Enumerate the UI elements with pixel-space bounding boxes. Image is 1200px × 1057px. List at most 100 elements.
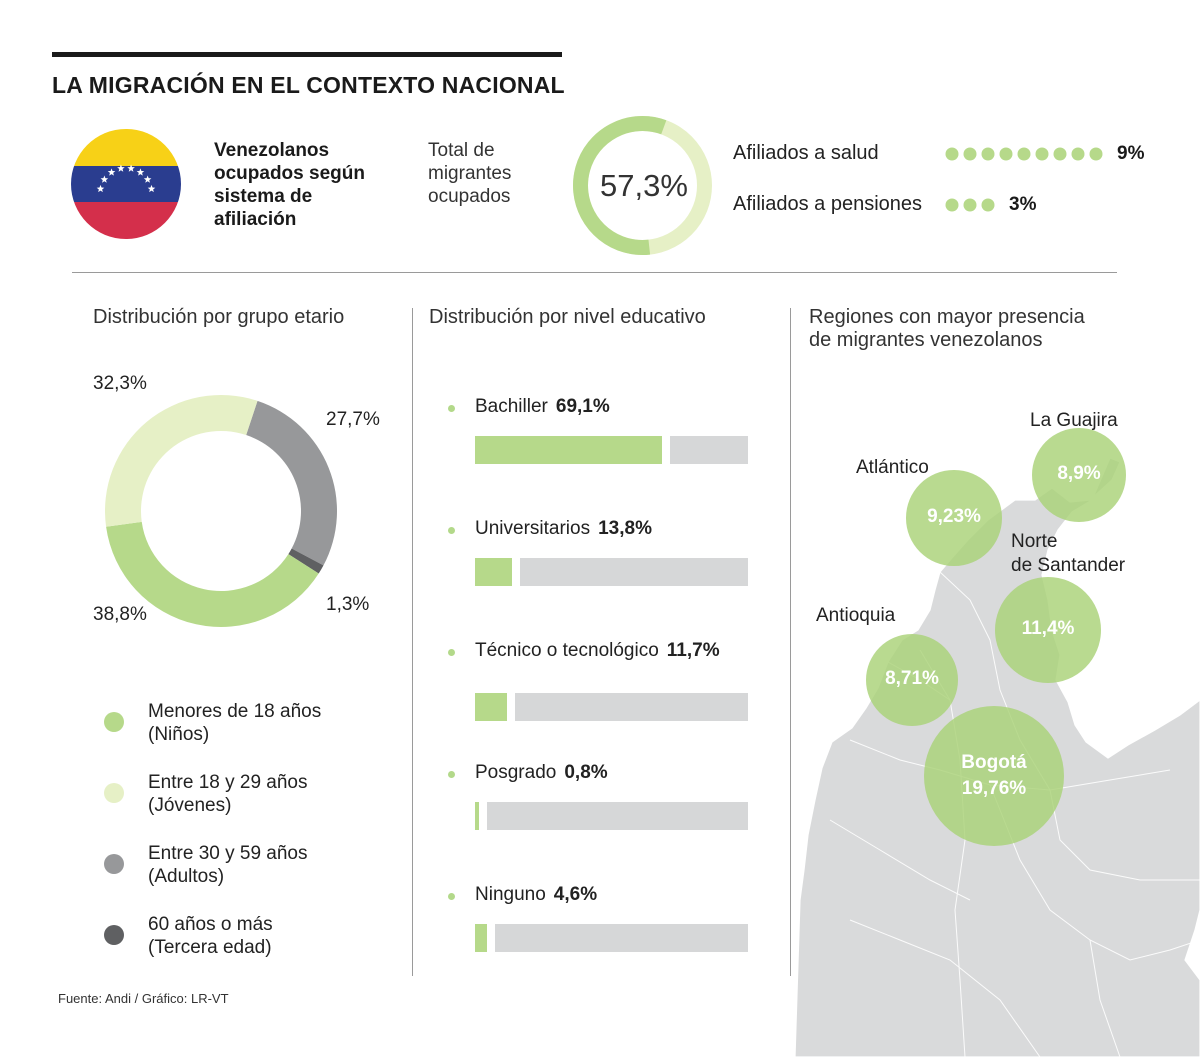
age-slice-tercera [288, 548, 324, 574]
region-bubble [994, 576, 1102, 684]
education-bar-track [520, 558, 748, 586]
pensiones-label: Afiliados a pensiones [733, 193, 923, 215]
source-note: Fuente: Andi / Gráfico: LR-VT [58, 991, 229, 1006]
education-label: Universitarios 13,8% [475, 518, 652, 540]
legend-swatch [104, 854, 124, 874]
salud-dot [1017, 147, 1031, 161]
pensiones-dot [981, 198, 995, 212]
flag-star [96, 184, 105, 193]
education-value: 69,1% [555, 396, 610, 417]
region-bubble [1032, 428, 1126, 522]
flag-star [143, 175, 152, 183]
education-value: 11,7% [666, 640, 720, 661]
region-bubble [865, 633, 959, 727]
education-name: Posgrado [475, 762, 557, 783]
pensiones-dots [945, 198, 995, 212]
title-rule [52, 52, 562, 57]
total-label: Total de migrantes ocupados [428, 140, 512, 207]
legend-swatch [104, 712, 124, 732]
column-divider-2 [790, 308, 791, 976]
flag-star [147, 184, 156, 193]
education-bullet [448, 405, 455, 412]
salud-dot [1035, 147, 1049, 161]
age-label-jovenes: 32,3% [93, 373, 147, 394]
region-value: 9,23% [927, 506, 981, 527]
legend-swatch [104, 783, 124, 803]
pensiones-dot [945, 198, 959, 212]
education-name: Universitarios [475, 518, 591, 539]
legend-label: 60 años o más (Tercera edad) [148, 914, 273, 958]
region-name: Norte de Santander [1011, 531, 1126, 576]
education-bullet [448, 893, 455, 900]
age-title: Distribución por grupo etario [93, 306, 345, 328]
region-bogota: Bogotá 19,76% [924, 750, 1064, 802]
education-bar-fill [475, 436, 662, 464]
salud-dot [1053, 147, 1067, 161]
education-bar-fill [475, 558, 512, 586]
education-label: Técnico o tecnológico 11,7% [475, 640, 720, 662]
age-label-adultos: 27,7% [326, 409, 380, 430]
education-label: Posgrado 0,8% [475, 762, 608, 784]
salud-value: 9% [1117, 143, 1145, 164]
legend-label: Entre 30 y 59 años (Adultos) [148, 843, 308, 887]
flag-label: Venezolanos ocupados según sistema de af… [214, 140, 365, 230]
pensiones-value: 3% [1009, 194, 1037, 215]
region-name: Antioquia [816, 605, 896, 626]
education-title: Distribución por nivel educativo [429, 306, 706, 328]
education-name: Técnico o tecnológico [475, 640, 659, 661]
salud-dot [1071, 147, 1085, 161]
region-name: La Guajira [1030, 410, 1118, 431]
age-label-tercera: 1,3% [326, 594, 370, 615]
education-bar-track [515, 693, 748, 721]
pensiones-dot [963, 198, 977, 212]
salud-dot [999, 147, 1013, 161]
education-label: Ninguno 4,6% [475, 884, 597, 906]
age-slice-ninos [106, 521, 319, 627]
age-slice-adultos [246, 400, 337, 566]
education-bar-track [670, 436, 748, 464]
page-title: LA MIGRACIÓN EN EL CONTEXTO NACIONAL [52, 72, 565, 98]
education-bar-fill [475, 924, 487, 952]
education-bullet [448, 527, 455, 534]
education-name: Ninguno [475, 884, 546, 905]
education-label: Bachiller 69,1% [475, 396, 610, 418]
age-slice-jovenes [105, 395, 258, 527]
region-name: Bogotá [961, 752, 1027, 773]
total-value: 57,3% [600, 168, 688, 203]
education-value: 0,8% [564, 762, 608, 783]
region-value: 11,4% [1021, 618, 1075, 639]
legend-label: Entre 18 y 29 años (Jóvenes) [148, 772, 308, 816]
regions-title: Regiones con mayor presencia de migrante… [809, 306, 1085, 351]
salud-dot [945, 147, 959, 161]
flag-star [100, 175, 109, 183]
region-value: 19,76% [961, 778, 1027, 799]
education-bar-fill [475, 802, 479, 830]
salud-dot [963, 147, 977, 161]
flag-star [136, 168, 145, 176]
section-divider [72, 272, 1117, 273]
region-value: 8,71% [885, 668, 939, 689]
education-bullet [448, 771, 455, 778]
age-donut [105, 395, 337, 627]
region-bubble [924, 706, 1064, 846]
salud-dot [981, 147, 995, 161]
venezuela-flag-icon [71, 129, 181, 239]
column-divider-1 [412, 308, 413, 976]
education-name: Bachiller [475, 396, 548, 417]
region-bubble [906, 470, 1002, 566]
age-label-ninos: 38,8% [93, 604, 147, 625]
education-value: 13,8% [598, 518, 652, 539]
flag-star [127, 164, 135, 172]
legend-label: Menores de 18 años (Niños) [148, 701, 322, 745]
education-bar-fill [475, 693, 507, 721]
education-value: 4,6% [553, 884, 598, 905]
education-bullet [448, 649, 455, 656]
education-bar-track [487, 802, 748, 830]
region-value: 8,9% [1057, 463, 1101, 484]
salud-dot [1089, 147, 1103, 161]
salud-dots [945, 147, 1103, 161]
flag-star [117, 164, 125, 172]
flag-star [107, 168, 116, 176]
salud-label: Afiliados a salud [733, 142, 879, 164]
region-name: Atlántico [856, 457, 929, 478]
